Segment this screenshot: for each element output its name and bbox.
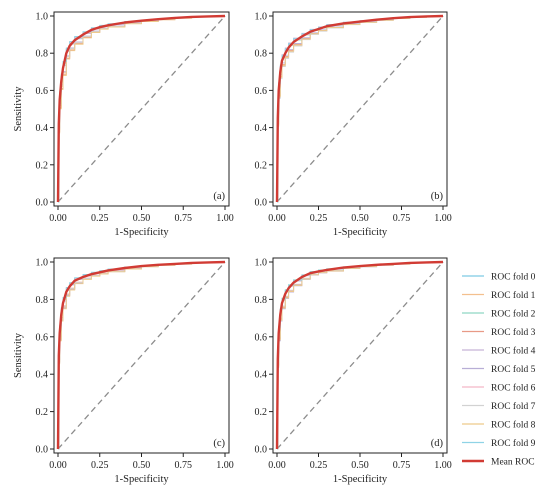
y-tick-label: 1.0 — [36, 12, 49, 23]
y-tick-label: 0.8 — [255, 49, 268, 60]
x-tick-label: 0.00 — [49, 460, 67, 471]
y-tick-label: 0.4 — [255, 123, 268, 134]
y-tick-label: 0.8 — [255, 295, 268, 306]
x-tick-label: 0.75 — [393, 460, 411, 471]
mean-roc-line — [56, 14, 226, 203]
legend-label: ROC fold 2 — [491, 309, 536, 320]
x-axis-label: 1-Specificity — [114, 474, 169, 485]
y-tick-label: 0.4 — [36, 370, 49, 381]
y-tick-label: 1.0 — [255, 258, 268, 269]
y-tick-label: 0.8 — [36, 295, 49, 306]
x-tick-label: 0.00 — [49, 213, 67, 224]
y-tick-label: 0.4 — [255, 370, 268, 381]
y-axis-label: Sensitivity — [13, 86, 24, 132]
legend-label: ROC fold 3 — [491, 327, 536, 338]
y-tick-label: 0.2 — [255, 407, 268, 418]
legend-label: ROC fold 6 — [491, 383, 536, 394]
x-tick-label: 0.25 — [91, 213, 109, 224]
x-tick-label: 0.75 — [175, 213, 193, 224]
x-tick-label: 1.00 — [434, 460, 452, 471]
y-tick-label: 0.2 — [36, 407, 49, 418]
x-tick-label: 0.25 — [310, 213, 328, 224]
panel-1: 0.00 0.25 0.50 0.75 1.00 0.0 0.2 0.4 0.6 0.8 1.0 1-… — [255, 11, 452, 238]
y-tick-label: 0.2 — [36, 160, 49, 171]
y-tick-label: 0.6 — [255, 332, 268, 343]
y-tick-label: 0.0 — [36, 445, 49, 456]
y-tick-label: 0.0 — [255, 445, 268, 456]
x-axis-label: 1-Specificity — [114, 227, 169, 238]
chance-diagonal — [276, 15, 444, 203]
y-tick-label: 0.8 — [36, 49, 49, 60]
x-tick-label: 0.50 — [351, 460, 369, 471]
mean-roc-line — [56, 260, 226, 450]
x-tick-label: 0.50 — [351, 213, 369, 224]
y-tick-label: 0.6 — [36, 332, 49, 343]
legend-label: ROC fold 4 — [491, 346, 536, 357]
y-tick-label: 0.2 — [255, 160, 268, 171]
x-tick-label: 1.00 — [216, 213, 234, 224]
chance-diagonal — [57, 261, 226, 450]
panel-0: 0.00 0.25 0.50 0.75 1.00 0.0 0.2 0.4 0.6 0.8 1.0 1-… — [13, 11, 234, 238]
y-tick-label: 0.4 — [36, 123, 49, 134]
x-tick-label: 0.50 — [133, 213, 151, 224]
legend-label: ROC fold 9 — [491, 438, 536, 449]
panel-tag: (b) — [431, 191, 444, 202]
legend-label: Mean ROC — [491, 458, 535, 468]
x-tick-label: 0.50 — [133, 460, 151, 471]
legend-label: ROC fold 7 — [491, 401, 536, 412]
panel-3: 0.00 0.25 0.50 0.75 1.00 0.0 0.2 0.4 0.6 0.8 1.0 1-… — [255, 257, 452, 485]
panel-tag: (d) — [431, 438, 444, 449]
legend-label: ROC fold 8 — [491, 420, 536, 431]
panel-tag: (a) — [213, 191, 225, 202]
x-axis-label: 1-Specificity — [333, 474, 388, 485]
y-tick-label: 1.0 — [36, 258, 49, 269]
legend-label: ROC fold 1 — [491, 290, 536, 301]
x-tick-label: 0.25 — [91, 460, 109, 471]
y-tick-label: 0.6 — [255, 86, 268, 97]
panel-2: 0.00 0.25 0.50 0.75 1.00 0.0 0.2 0.4 0.6 0.8 1.0 1-… — [13, 257, 234, 485]
x-tick-label: 0.75 — [175, 460, 193, 471]
y-axis-label: Sensitivity — [13, 332, 24, 378]
y-tick-label: 1.0 — [255, 12, 268, 23]
x-tick-label: 0.25 — [310, 460, 328, 471]
mean-roc-line — [275, 260, 444, 450]
x-tick-label: 1.00 — [434, 213, 452, 224]
legend-label: ROC fold 0 — [491, 272, 536, 283]
mean-roc-line — [275, 14, 444, 203]
y-tick-label: 0.6 — [36, 86, 49, 97]
x-axis-label: 1-Specificity — [333, 227, 388, 238]
x-tick-label: 0.00 — [268, 460, 286, 471]
chance-diagonal — [276, 261, 444, 450]
panel-tag: (c) — [213, 438, 225, 449]
chance-diagonal — [57, 15, 226, 203]
x-tick-label: 0.00 — [268, 213, 286, 224]
x-tick-label: 0.75 — [393, 213, 411, 224]
legend: ROC fold 0 ROC fold 1 ROC fold 2 ROC fold 3… — [462, 272, 536, 468]
x-tick-label: 1.00 — [216, 460, 234, 471]
legend-label: ROC fold 5 — [491, 364, 536, 375]
y-tick-label: 0.0 — [36, 198, 49, 209]
y-tick-label: 0.0 — [255, 198, 268, 209]
